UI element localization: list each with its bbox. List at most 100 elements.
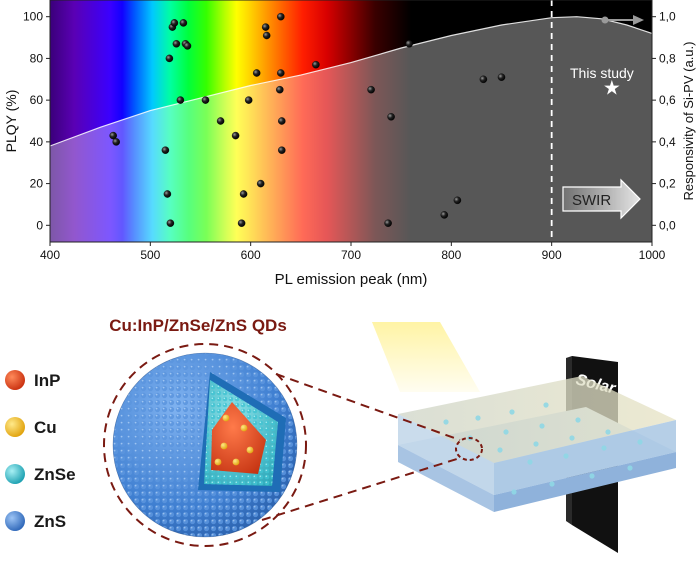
y-tick-label: 40 bbox=[30, 135, 44, 149]
y-axis-left: 0 20 40 60 80 100 bbox=[23, 10, 50, 232]
plqy-scatter-chart: SWIR This study ★ 400 500 600 700 800 900 1000… bbox=[3, 0, 696, 288]
y2-tick-label: 0,8 bbox=[659, 51, 676, 65]
cu-dot bbox=[246, 446, 254, 454]
data-point bbox=[384, 219, 392, 227]
cu-dot bbox=[240, 424, 248, 432]
y2-tick-label: 0,0 bbox=[659, 218, 676, 232]
data-point bbox=[166, 219, 175, 227]
legend-label: ZnS bbox=[34, 512, 66, 531]
qd-dot bbox=[549, 481, 555, 487]
material-legend: InP Cu ZnSe ZnS bbox=[5, 370, 76, 531]
si-pv-responsivity-curve bbox=[49, 16, 653, 147]
qd-dot bbox=[569, 435, 575, 441]
legend-swatch bbox=[5, 370, 25, 390]
x-axis-label: PL emission peak (nm) bbox=[275, 271, 428, 288]
data-point bbox=[262, 31, 271, 40]
y-axis-right: 0,0 0,2 0,4 0,6 0,8 1,0 bbox=[652, 10, 676, 232]
legend-label: ZnSe bbox=[34, 465, 76, 484]
x-tick-label: 900 bbox=[542, 248, 562, 262]
data-point bbox=[112, 138, 120, 146]
y-tick-label: 100 bbox=[23, 10, 43, 24]
qd-dot bbox=[637, 439, 643, 445]
qd-solar-diagram: Cu:InP/ZnSe/ZnS QDs InP Cu ZnSe ZnS Solar c… bbox=[5, 316, 676, 553]
y-tick-label: 60 bbox=[30, 93, 44, 107]
x-tick-label: 800 bbox=[441, 248, 461, 262]
qd-dot bbox=[509, 409, 515, 415]
qd-dot bbox=[475, 415, 481, 421]
cu-dot bbox=[220, 442, 228, 450]
qd-dot bbox=[527, 459, 533, 465]
data-point bbox=[244, 96, 253, 104]
y2-tick-label: 0,4 bbox=[659, 135, 676, 149]
data-point bbox=[252, 69, 261, 77]
quantum-dot-sphere bbox=[112, 352, 298, 538]
si-pv-responsivity-area bbox=[50, 16, 652, 242]
cu-dot bbox=[214, 458, 222, 466]
y2-tick-label: 1,0 bbox=[659, 10, 676, 24]
data-point bbox=[256, 179, 265, 188]
data-point bbox=[239, 190, 248, 198]
data-point bbox=[278, 146, 286, 154]
data-point bbox=[367, 85, 375, 94]
y-tick-label: 80 bbox=[30, 51, 44, 65]
legend-swatch bbox=[5, 511, 25, 531]
data-point bbox=[216, 117, 225, 125]
x-tick-label: 500 bbox=[140, 248, 160, 262]
legend-swatch bbox=[5, 417, 25, 437]
solar-cell-device: Solar cell bbox=[398, 356, 676, 553]
right-axis-arrow bbox=[601, 15, 644, 25]
data-point bbox=[231, 131, 240, 140]
cu-dopant-dots bbox=[214, 414, 254, 466]
qd-dot bbox=[511, 489, 517, 495]
legend-label: Cu bbox=[34, 418, 57, 437]
y2-tick-label: 0,2 bbox=[659, 177, 676, 191]
data-point bbox=[170, 19, 179, 27]
x-tick-label: 700 bbox=[341, 248, 361, 262]
cu-dot bbox=[232, 458, 240, 466]
cu-dot bbox=[222, 414, 230, 422]
qd-dot bbox=[601, 445, 607, 451]
data-point bbox=[163, 190, 172, 198]
data-point bbox=[237, 219, 246, 227]
qd-zoom-ring bbox=[103, 343, 307, 547]
data-point bbox=[165, 54, 174, 63]
qd-dot bbox=[503, 429, 509, 435]
data-point bbox=[312, 60, 320, 69]
data-point bbox=[440, 211, 449, 219]
data-point bbox=[172, 40, 181, 48]
y2-axis-label: Responsivity of Si-PV (a.u.) bbox=[681, 42, 696, 201]
data-point bbox=[405, 40, 413, 48]
y-tick-label: 20 bbox=[30, 177, 44, 191]
qd-outline bbox=[112, 352, 298, 538]
legend-swatch bbox=[5, 464, 25, 484]
data-point bbox=[387, 113, 395, 121]
data-point bbox=[161, 146, 170, 154]
data-point bbox=[497, 73, 506, 81]
swir-label: SWIR bbox=[572, 192, 611, 209]
data-point bbox=[278, 117, 286, 125]
qd-dot bbox=[443, 419, 449, 425]
data-point bbox=[183, 42, 192, 50]
qd-dot bbox=[605, 429, 611, 435]
zoom-line-bottom bbox=[261, 457, 461, 521]
y2-tick-label: 0,6 bbox=[659, 93, 676, 107]
x-tick-label: 600 bbox=[241, 248, 261, 262]
swir-arrow: SWIR bbox=[562, 178, 641, 220]
data-point bbox=[201, 96, 210, 104]
data-point bbox=[479, 75, 488, 84]
data-point bbox=[453, 196, 462, 205]
data-point bbox=[179, 19, 188, 27]
this-study-label: This study bbox=[570, 65, 634, 81]
qd-dot bbox=[563, 453, 569, 459]
qd-dot bbox=[575, 417, 581, 423]
embedded-qd-dots bbox=[443, 402, 643, 495]
data-point bbox=[277, 69, 285, 77]
y-tick-label: 0 bbox=[36, 218, 43, 232]
qd-title: Cu:InP/ZnSe/ZnS QDs bbox=[109, 316, 287, 335]
x-tick-label: 400 bbox=[40, 248, 60, 262]
qd-dot bbox=[497, 447, 503, 453]
zoom-line-top bbox=[275, 373, 461, 441]
data-point bbox=[109, 131, 117, 140]
